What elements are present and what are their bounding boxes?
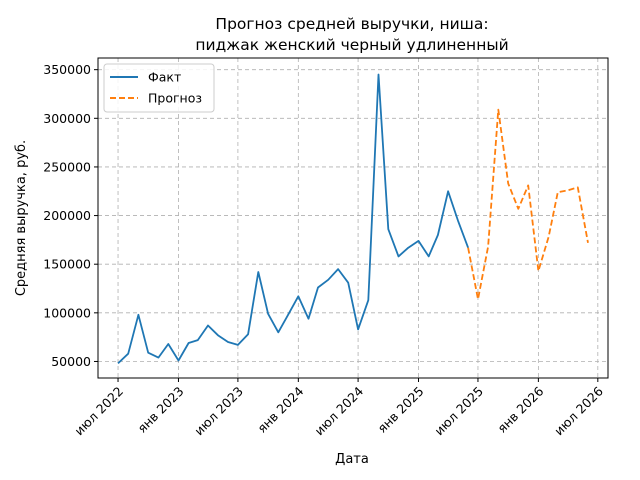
legend-label-fact: Факт — [148, 70, 181, 85]
x-tick-label: июл 2024 — [311, 383, 366, 438]
series-layer — [117, 73, 589, 365]
x-tick-label: янв 2025 — [374, 384, 426, 436]
y-axis-label: Средняя выручка, руб. — [14, 140, 29, 296]
legend-label-forecast: Прогноз — [148, 91, 202, 106]
y-tick-label: 100000 — [43, 305, 91, 320]
grid — [98, 58, 608, 378]
y-tick-label: 300000 — [43, 111, 91, 126]
plot-frame — [97, 57, 609, 379]
x-tick-label: янв 2023 — [134, 384, 186, 436]
y-tick-label: 200000 — [43, 208, 91, 223]
y-tick-label: 350000 — [43, 62, 91, 77]
y-tick-label: 50000 — [51, 354, 91, 369]
chart-title-line-1: Прогноз средней выручки, ниша: — [215, 15, 488, 33]
x-tick-label: июл 2026 — [551, 383, 606, 438]
series-line-fact — [117, 73, 469, 365]
x-tick-label: июл 2025 — [431, 384, 486, 439]
y-tick-label: 250000 — [43, 159, 91, 174]
x-axis-label: Дата — [335, 452, 369, 467]
x-axis-ticks: июл 2022 янв 2023 июл 2023 янв 2024 июл 2024… — [71, 378, 606, 438]
y-axis-ticks: 50000 100000 150000 200000 250000 300000 35000… — [43, 62, 98, 369]
x-tick-label: июл 2022 — [71, 384, 126, 439]
x-tick-label: янв 2026 — [494, 383, 546, 435]
series-line-forecast — [467, 108, 589, 301]
x-tick-label: июл 2023 — [191, 384, 246, 439]
legend: Факт Прогноз — [103, 63, 215, 113]
chart-title-line-2: пиджак женский черный удлиненный — [195, 36, 508, 54]
y-tick-label: 150000 — [43, 257, 91, 272]
x-tick-label: янв 2024 — [254, 383, 306, 435]
